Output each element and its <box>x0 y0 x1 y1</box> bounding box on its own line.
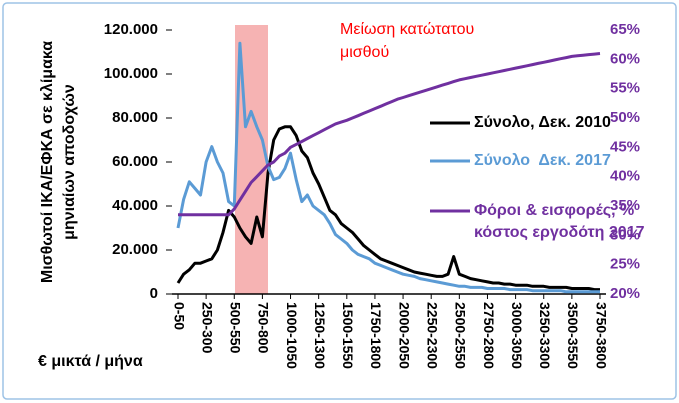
x-tick-label: 500-550 <box>228 302 244 354</box>
x-tick-label: 3250-3300 <box>537 302 553 369</box>
x-tick-label: 0-50 <box>171 302 187 330</box>
y2-tick-label: 35% <box>610 197 640 214</box>
y2-tick-label: 65% <box>610 21 640 38</box>
y-tick-label: 100.000 <box>104 65 158 82</box>
x-tick-label: 1250-1300 <box>312 302 328 369</box>
legend-swatch <box>430 209 470 213</box>
x-tick-label: 3000-3050 <box>509 302 525 369</box>
series-line <box>178 52 601 217</box>
legend-swatch <box>430 121 470 125</box>
y-axis-label: Μισθωτοί ΙΚΑ/ΕΦΚΑ σε κλίμακα <box>39 41 56 283</box>
y-tick-label: 120.000 <box>104 21 158 38</box>
x-tick-label: 250-300 <box>199 302 215 354</box>
series-line <box>176 125 600 292</box>
x-tick-label: 2250-2300 <box>424 302 440 369</box>
legend-entry: Σύνολο, Δεκ. 2010 <box>430 112 670 134</box>
x-axis-label: € μικτά / μήνα <box>38 353 143 370</box>
legend-entry: Σύνολο Δεκ. 2017 <box>430 150 670 172</box>
annotation: μισθού <box>340 44 389 61</box>
y2-tick-label: 30% <box>610 226 640 243</box>
y-tick-label: 80.000 <box>112 109 158 126</box>
series-line <box>176 41 600 294</box>
y-tick-label: 60.000 <box>112 153 158 170</box>
x-tick-label: 1000-1050 <box>284 302 300 369</box>
y2-tick-label: 55% <box>610 80 640 97</box>
y2-tick-label: 20% <box>610 285 640 302</box>
legend-label: Φόροι & εισφορές, % κόστος εργοδότη 2017 <box>474 202 645 241</box>
x-tick-label: 3500-3550 <box>565 302 581 369</box>
x-tick-label: 1500-1550 <box>340 302 356 369</box>
y-tick-label: 20.000 <box>112 241 158 258</box>
x-tick-label: 2000-2050 <box>396 302 412 369</box>
y2-tick-label: 25% <box>610 256 640 273</box>
y2-tick-label: 45% <box>610 138 640 155</box>
y2-tick-label: 60% <box>610 50 640 67</box>
x-tick-label: 2750-2800 <box>481 302 497 369</box>
legend-label: Σύνολο, Δεκ. 2010 <box>474 114 611 131</box>
x-tick-label: 2500-2550 <box>453 302 469 369</box>
annotation: Μείωση κατώτατου <box>340 21 474 38</box>
y-tick-label: 0 <box>150 285 158 302</box>
y-axis-label: μηνιαίων αποδοχών <box>61 84 78 240</box>
legend-entry: Φόροι & εισφορές, % κόστος εργοδότη 2017 <box>430 200 658 244</box>
legend-swatch <box>430 159 470 163</box>
legend-label: Σύνολο Δεκ. 2017 <box>474 152 611 169</box>
y2-tick-label: 40% <box>610 168 640 185</box>
y-tick-label: 40.000 <box>112 197 158 214</box>
x-tick-label: 750-800 <box>256 302 272 354</box>
x-tick-label: 1750-1800 <box>368 302 384 369</box>
y2-tick-label: 50% <box>610 109 640 126</box>
x-tick-label: 3750-3800 <box>593 302 609 369</box>
